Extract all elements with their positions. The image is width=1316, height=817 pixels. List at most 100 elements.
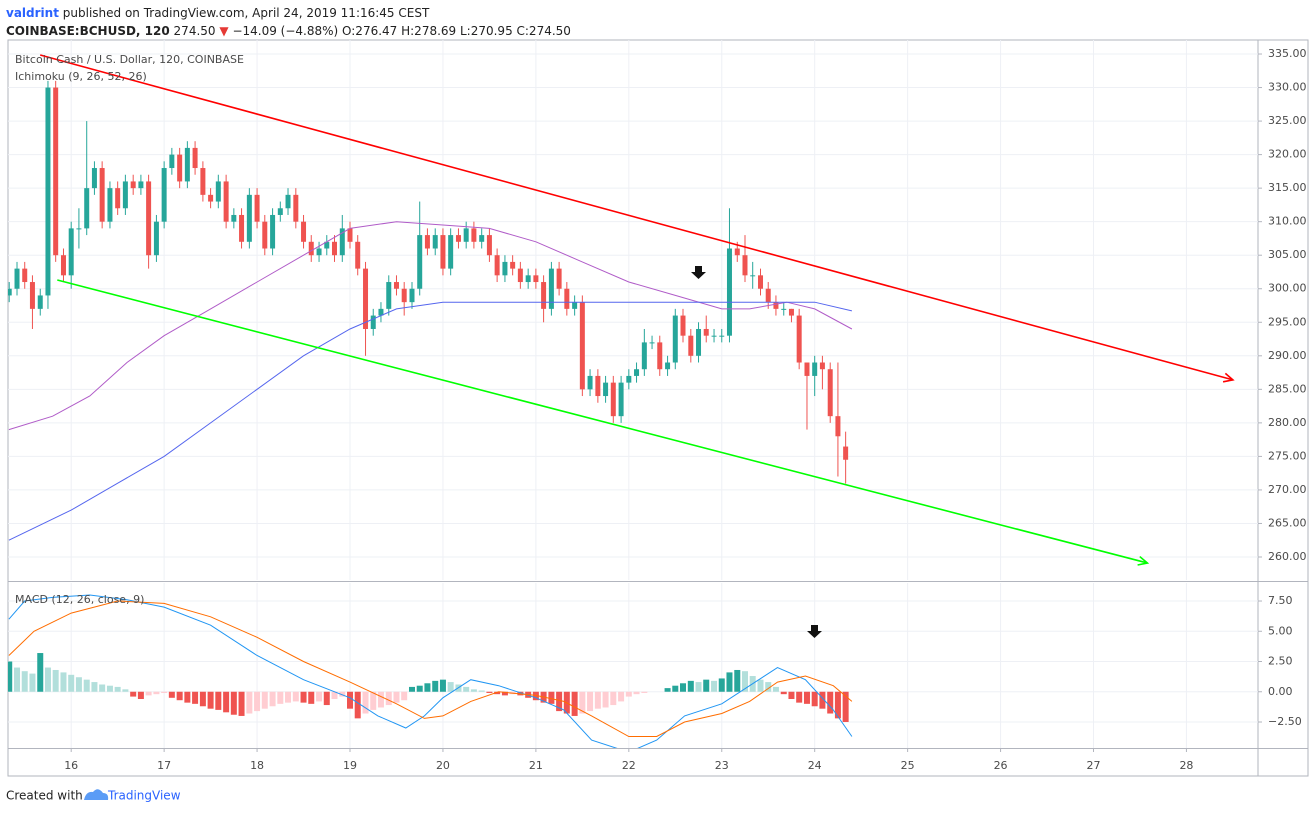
candle-body [200,168,206,195]
y-tick-label: 315.00 [1268,181,1307,194]
x-tick-label: 21 [529,759,543,772]
y-tick-label: 295.00 [1268,315,1307,328]
candle-body [378,308,384,316]
candle-body [788,308,794,316]
candle-body [517,268,523,283]
histogram-bar [610,691,617,706]
histogram-bar [672,685,679,692]
candle-body [680,315,686,336]
histogram-bar [695,682,702,692]
candle-body [533,275,539,283]
candle-body [672,315,678,363]
histogram-bar [377,691,384,708]
candle-body [587,375,593,390]
y-tick-label: 320.00 [1268,148,1307,161]
histogram-bar [556,691,563,712]
candle-body [812,362,818,376]
candle-body [339,228,345,256]
histogram-bar [834,691,841,719]
candle-body [719,335,725,337]
candle-body [626,375,632,383]
histogram-bar [238,691,245,716]
candle-body [270,214,276,249]
ohlc: O:276.47 H:278.69 L:270.95 C:274.50 [342,24,571,38]
histogram-bar [106,685,113,692]
candle-body [177,154,183,182]
candle-body [455,235,461,242]
histogram-bar [633,691,640,695]
histogram-bar [44,667,51,692]
candle-body [301,221,307,242]
indicator-title: Ichimoku (9, 26, 52, 26) [15,70,147,83]
candle-body [486,235,492,256]
histogram-bar [29,673,36,692]
brand-name[interactable]: TradingView [107,789,181,803]
candle-body [308,241,314,256]
x-tick-label: 25 [901,759,915,772]
candle-body [432,235,438,249]
candle-body [115,188,121,209]
x-tick-label: 23 [715,759,729,772]
candle-body [130,181,136,189]
y-tick-label: 310.00 [1268,215,1307,228]
ichimoku-line [8,301,853,541]
candle-body [572,302,578,309]
x-tick-label: 20 [436,759,450,772]
candle-body [843,446,849,460]
candle-body [184,147,190,182]
candle-body [726,248,732,336]
histogram-bar [83,679,90,692]
histogram-bar [711,680,718,692]
histogram-bar [780,691,787,695]
histogram-bar [401,691,408,701]
y-tick-label: 300.00 [1268,282,1307,295]
histogram-bar [734,669,741,692]
candle-body [316,248,322,256]
arrow-head [1137,555,1150,566]
candle-body [138,181,144,189]
histogram-bar [772,686,779,692]
candle-body [60,255,66,276]
histogram-bar [285,691,292,703]
candle-body [246,194,252,242]
candle-body [231,214,237,222]
histogram-bar [741,671,748,692]
candle-body [324,241,330,249]
histogram-bar [362,691,369,714]
histogram-bar [300,691,307,703]
trend-line [39,54,1234,381]
candle-body [665,362,671,370]
candle-body [417,235,423,289]
y-tick-label: 2.50 [1268,655,1293,668]
candle-body [463,228,469,242]
brand-logo[interactable] [84,789,109,800]
candle-body [107,188,113,222]
y-tick-label: −2.50 [1268,715,1302,728]
histogram-bar [52,669,59,692]
histogram-bar [21,671,28,692]
histogram-bar [137,691,144,700]
candle-body [603,382,609,397]
candle-body [494,255,500,276]
histogram-bar [463,686,470,692]
histogram-bar [176,691,183,701]
candle-body [703,328,709,336]
candle-body [277,208,283,215]
histogram-bar [432,680,439,692]
candle-body [14,268,20,289]
histogram-bar [602,691,609,708]
histogram-bar [819,691,826,709]
candle-body [649,342,655,344]
symbol-line: COINBASE:BCHUSD, 120 274.50 ▼ −14.09 (−4… [6,24,571,38]
marks: 16 17 18 19 20 21 22 23 24 25 26 27 28 260.00 265.00 27… [8,47,1307,772]
histogram-bar [347,691,354,709]
y-tick-label: 265.00 [1268,516,1307,529]
candle-body [541,282,547,309]
histogram-bar [130,691,137,697]
candle-body [758,275,764,289]
grid [8,40,1262,752]
x-tick-label: 28 [1179,759,1193,772]
author[interactable]: valdrint [6,6,59,20]
histogram-bar [408,686,415,692]
